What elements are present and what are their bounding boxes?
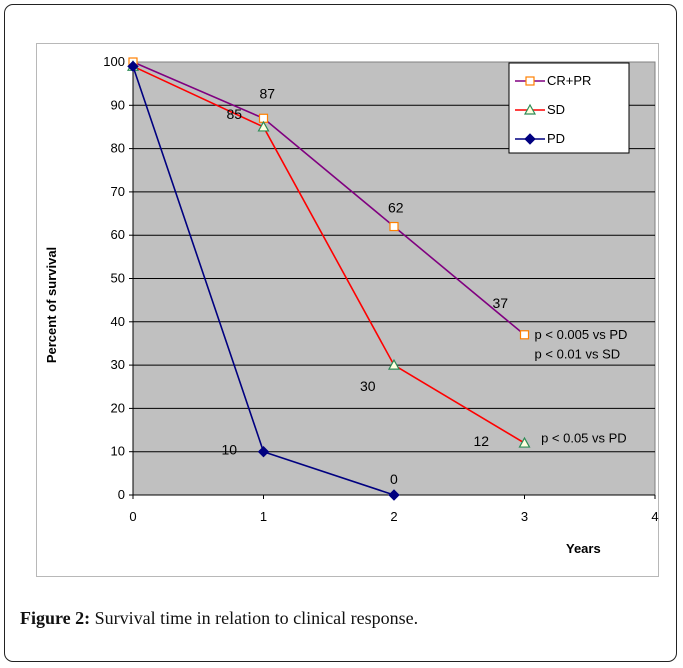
data-label-sd: 12 [474,433,490,449]
x-tick-label: 2 [390,509,397,524]
y-tick-label: 0 [118,487,125,502]
y-tick-label: 80 [111,141,125,156]
caption-text: Survival time in relation to clinical re… [94,608,419,628]
x-axis-label: Years [566,541,601,556]
stat-annotation: p < 0.05 vs PD [541,431,627,446]
data-label-sd: 85 [227,106,243,122]
y-axis-label: Percent of survival [44,247,59,363]
data-point-pd [388,489,400,501]
y-tick-label: 70 [111,184,125,199]
stat-annotation: p < 0.005 vs PD [535,327,628,342]
data-point-cr-pr [389,221,399,232]
caption-label: Figure 2: [20,608,91,628]
data-point-cr-pr [519,330,530,340]
x-tick-label: 0 [129,509,136,524]
figure-caption: Figure 2: Survival time in relation to c… [20,608,418,629]
y-tick-label: 40 [111,314,125,329]
y-tick-label: 100 [103,54,125,69]
legend-marker-pd [524,133,536,145]
y-tick-label: 30 [111,357,125,372]
data-point-sd [257,120,270,132]
data-label-pd: 10 [222,442,238,458]
data-point-sd [518,436,531,448]
data-point-pd [257,445,270,458]
data-label-cr-pr: 37 [493,295,509,311]
data-label-pd: 0 [390,471,398,487]
data-label-cr-pr: 87 [260,85,276,101]
data-label-cr-pr: 62 [388,200,404,216]
y-tick-label: 20 [111,400,125,415]
y-tick-label: 10 [111,444,125,459]
legend-label-sd: SD [547,102,565,117]
data-label-sd: 30 [360,378,376,394]
data-point-sd [387,358,401,370]
legend-marker-cr-pr [525,76,535,86]
stat-annotation: p < 0.01 vs SD [535,346,621,361]
legend-label-pd: PD [547,131,565,146]
y-tick-label: 90 [111,97,125,112]
legend-label-cr-pr: CR+PR [547,73,591,88]
y-tick-label: 60 [111,227,125,242]
x-tick-label: 3 [521,509,528,524]
legend-marker-sd [523,103,537,115]
series-line-cr-pr [132,61,526,336]
x-tick-label: 4 [651,509,658,524]
data-point-pd [127,60,139,73]
y-tick-label: 50 [111,271,125,286]
x-tick-label: 1 [260,509,267,524]
series-line-sd [132,65,525,444]
